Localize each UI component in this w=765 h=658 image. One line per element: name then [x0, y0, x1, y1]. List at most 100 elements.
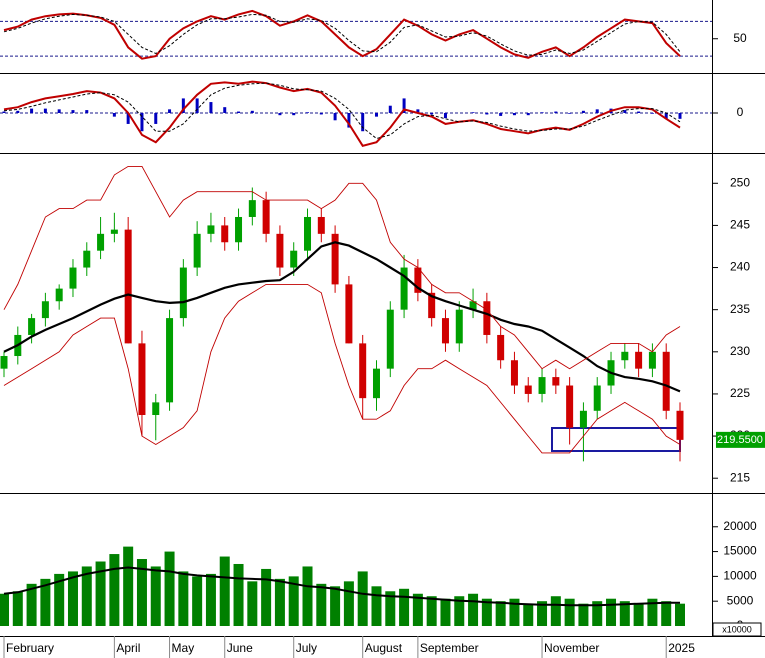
series-line: [3, 13, 681, 56]
candle-body: [648, 351, 656, 369]
histogram-bar: [664, 113, 668, 119]
histogram-bar: [526, 113, 530, 116]
volume-bar: [426, 596, 437, 626]
histogram-bar: [333, 113, 337, 121]
histogram-bar: [402, 98, 406, 113]
volume-bar: [54, 573, 65, 626]
series-line: [3, 283, 681, 454]
volume-bar: [330, 586, 341, 626]
candle-body: [662, 351, 670, 411]
candle-body: [524, 385, 532, 394]
candle-body: [235, 216, 243, 243]
candle-body: [317, 216, 325, 234]
volume-bar: [578, 603, 589, 626]
histogram-bar: [512, 113, 516, 116]
candle-body: [83, 250, 91, 268]
x-tick-label: May: [172, 641, 195, 655]
histogram-bar: [581, 110, 585, 113]
candle-body: [207, 225, 215, 234]
candle-body: [372, 368, 380, 399]
volume-bar: [371, 586, 382, 626]
candle-body: [248, 200, 256, 217]
candle-body: [69, 267, 77, 289]
volume-bar: [537, 601, 548, 626]
candle-body: [441, 318, 449, 344]
volume-bar: [233, 563, 244, 626]
histogram-bar: [126, 113, 130, 124]
x-tick-label: 2025: [668, 641, 695, 655]
histogram-bar: [388, 105, 392, 113]
histogram-bar: [278, 113, 282, 116]
candle-body: [345, 284, 353, 344]
volume-bar: [550, 596, 561, 626]
x-tick-label: August: [365, 641, 403, 655]
volume-bar: [675, 603, 685, 626]
y-tick-label: 50: [733, 31, 747, 45]
volume-bar: [123, 546, 134, 626]
candle-body: [41, 301, 49, 319]
histogram-bar: [374, 113, 378, 117]
volume-bar: [440, 598, 451, 626]
histogram-bar: [595, 109, 599, 113]
volume-bar: [564, 598, 575, 626]
candle-body: [179, 267, 187, 319]
candle-body: [290, 250, 298, 268]
volume-bar: [12, 591, 23, 626]
candle-body: [428, 292, 436, 319]
series-line: [3, 82, 681, 140]
candle-body: [386, 309, 394, 369]
volume-bar: [150, 566, 161, 626]
x-tick-label: November: [544, 641, 599, 655]
volume-bar: [592, 601, 603, 626]
volume-bar: [40, 578, 51, 626]
candle-body: [676, 410, 684, 440]
candle-body: [566, 385, 574, 428]
volume-bar: [0, 593, 9, 626]
candle-body: [359, 343, 367, 399]
histogram-bar: [319, 113, 323, 115]
candle-body: [138, 343, 146, 416]
last-price-label: 219.5500: [717, 434, 763, 446]
candle-body: [276, 233, 284, 268]
histogram-bar: [361, 113, 365, 132]
histogram-bar: [471, 112, 475, 113]
volume-bar: [274, 578, 285, 626]
histogram-bar: [430, 113, 434, 115]
volume-bar: [136, 559, 147, 626]
candle-body: [635, 351, 643, 369]
histogram-bar: [650, 113, 654, 114]
candle-body: [621, 351, 629, 361]
candle-body: [331, 233, 339, 285]
volume-bar: [468, 593, 479, 626]
histogram-bar: [181, 98, 185, 113]
candle-body: [0, 356, 8, 369]
volume-bar: [647, 598, 658, 626]
candle-body: [193, 233, 201, 268]
volume-bar: [109, 554, 120, 626]
histogram-bar: [623, 110, 627, 113]
histogram-bar: [154, 113, 158, 124]
candle-body: [510, 360, 518, 386]
candle-body: [579, 410, 587, 428]
volume-bar: [454, 596, 465, 626]
x-tick-label: June: [227, 641, 253, 655]
x-tick-label: July: [296, 641, 317, 655]
y-tick-label: 230: [730, 344, 750, 358]
histogram-bar: [57, 109, 61, 113]
y-tick-label: 20000: [723, 519, 757, 533]
volume-bar: [412, 593, 423, 626]
x-tick-label: September: [420, 641, 479, 655]
histogram-bar: [678, 113, 682, 119]
y-tick-label: 5000: [727, 593, 754, 607]
volume-bar: [205, 573, 216, 626]
y-tick-label: 240: [730, 260, 750, 274]
y-tick-label: 225: [730, 386, 750, 400]
candle-body: [97, 233, 105, 251]
unit-box: [712, 622, 762, 637]
histogram-bar: [499, 113, 503, 116]
histogram-bar: [30, 108, 34, 113]
volume-bar: [606, 598, 617, 626]
histogram-bar: [292, 113, 296, 116]
volume-bar: [399, 588, 410, 626]
